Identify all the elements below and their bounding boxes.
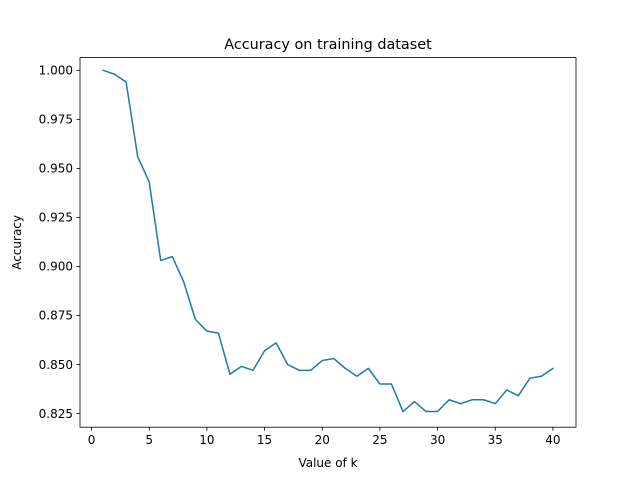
x-tick-label: 20 (315, 433, 330, 447)
y-tick-label: 0.950 (39, 162, 73, 176)
y-tick-label: 0.875 (39, 309, 73, 323)
y-tick-label: 0.900 (39, 260, 73, 274)
y-tick-label: 1.000 (39, 64, 73, 78)
y-tick-label: 0.825 (39, 407, 73, 421)
x-tick-label: 35 (488, 433, 503, 447)
plot-frame (79, 57, 577, 428)
x-axis-title: Value of k (298, 456, 357, 470)
x-tick-label: 30 (430, 433, 445, 447)
y-tick-label: 0.975 (39, 113, 73, 127)
x-axis-ticks: 0 5 10 15 20 25 30 35 40 (88, 427, 561, 447)
x-tick-label: 25 (372, 433, 387, 447)
chart-title: Accuracy on training dataset (224, 37, 432, 53)
x-tick-label: 10 (199, 433, 214, 447)
x-tick-label: 5 (145, 433, 153, 447)
series-line (102, 69, 554, 413)
series-layer (102, 69, 554, 413)
y-tick-label: 0.925 (39, 211, 73, 225)
y-axis-title: Accuracy (10, 215, 24, 270)
x-tick-label: 40 (545, 433, 560, 447)
x-tick-label: 0 (88, 433, 96, 447)
y-tick-label: 0.850 (39, 358, 73, 372)
x-tick-label: 15 (257, 433, 272, 447)
y-axis-ticks: 0.825 0.850 0.875 0.900 0.925 0.950 0.975 1.000 (39, 64, 80, 421)
